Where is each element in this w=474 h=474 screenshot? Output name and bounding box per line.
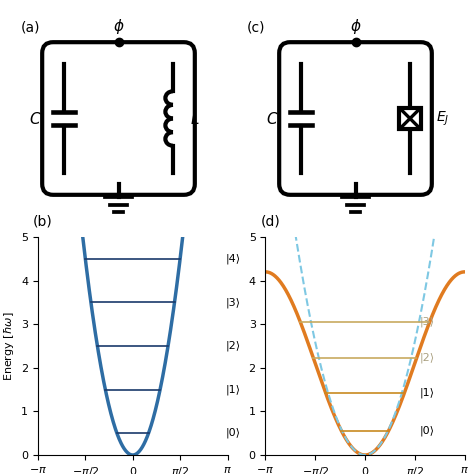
Text: $C$: $C$ [29,110,42,127]
Text: (a): (a) [20,20,40,35]
Text: (b): (b) [33,214,53,228]
Text: |0⟩: |0⟩ [420,426,435,436]
Bar [399,108,421,129]
Text: (d): (d) [260,214,280,228]
Text: $C$: $C$ [266,110,279,127]
Text: (c): (c) [246,20,265,35]
Text: $E_J$: $E_J$ [436,109,449,128]
Text: $\phi$: $\phi$ [350,18,361,36]
Text: |3⟩: |3⟩ [420,317,435,327]
Text: |1⟩: |1⟩ [226,384,241,395]
Text: |4⟩: |4⟩ [226,254,241,264]
Text: |3⟩: |3⟩ [226,297,241,308]
Text: $\phi$: $\phi$ [113,18,124,36]
Text: |0⟩: |0⟩ [226,428,241,438]
Y-axis label: Energy [$\hbar\omega$]: Energy [$\hbar\omega$] [1,311,16,381]
Text: |1⟩: |1⟩ [420,388,435,398]
Text: $L$: $L$ [190,110,200,127]
Text: |2⟩: |2⟩ [420,353,435,364]
Text: |2⟩: |2⟩ [226,341,241,351]
